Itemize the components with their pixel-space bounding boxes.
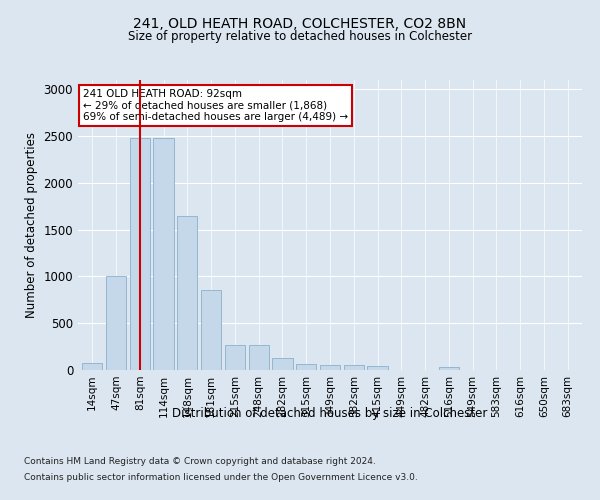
Bar bbox=[320, 365, 340, 370]
Bar bbox=[296, 364, 316, 370]
Y-axis label: Number of detached properties: Number of detached properties bbox=[25, 132, 38, 318]
Text: Contains HM Land Registry data © Crown copyright and database right 2024.: Contains HM Land Registry data © Crown c… bbox=[24, 458, 376, 466]
Bar bbox=[130, 138, 150, 370]
Bar bbox=[225, 344, 245, 370]
Bar bbox=[106, 276, 126, 370]
Bar bbox=[272, 358, 293, 370]
Bar bbox=[154, 138, 173, 370]
Bar bbox=[177, 216, 197, 370]
Text: Contains public sector information licensed under the Open Government Licence v3: Contains public sector information licen… bbox=[24, 472, 418, 482]
Bar bbox=[201, 290, 221, 370]
Text: 241, OLD HEATH ROAD, COLCHESTER, CO2 8BN: 241, OLD HEATH ROAD, COLCHESTER, CO2 8BN bbox=[133, 18, 467, 32]
Text: Distribution of detached houses by size in Colchester: Distribution of detached houses by size … bbox=[172, 408, 488, 420]
Bar bbox=[248, 344, 269, 370]
Bar bbox=[344, 366, 364, 370]
Bar bbox=[439, 367, 459, 370]
Text: 241 OLD HEATH ROAD: 92sqm
← 29% of detached houses are smaller (1,868)
69% of se: 241 OLD HEATH ROAD: 92sqm ← 29% of detac… bbox=[83, 88, 348, 122]
Bar bbox=[82, 362, 103, 370]
Bar bbox=[367, 366, 388, 370]
Text: Size of property relative to detached houses in Colchester: Size of property relative to detached ho… bbox=[128, 30, 472, 43]
